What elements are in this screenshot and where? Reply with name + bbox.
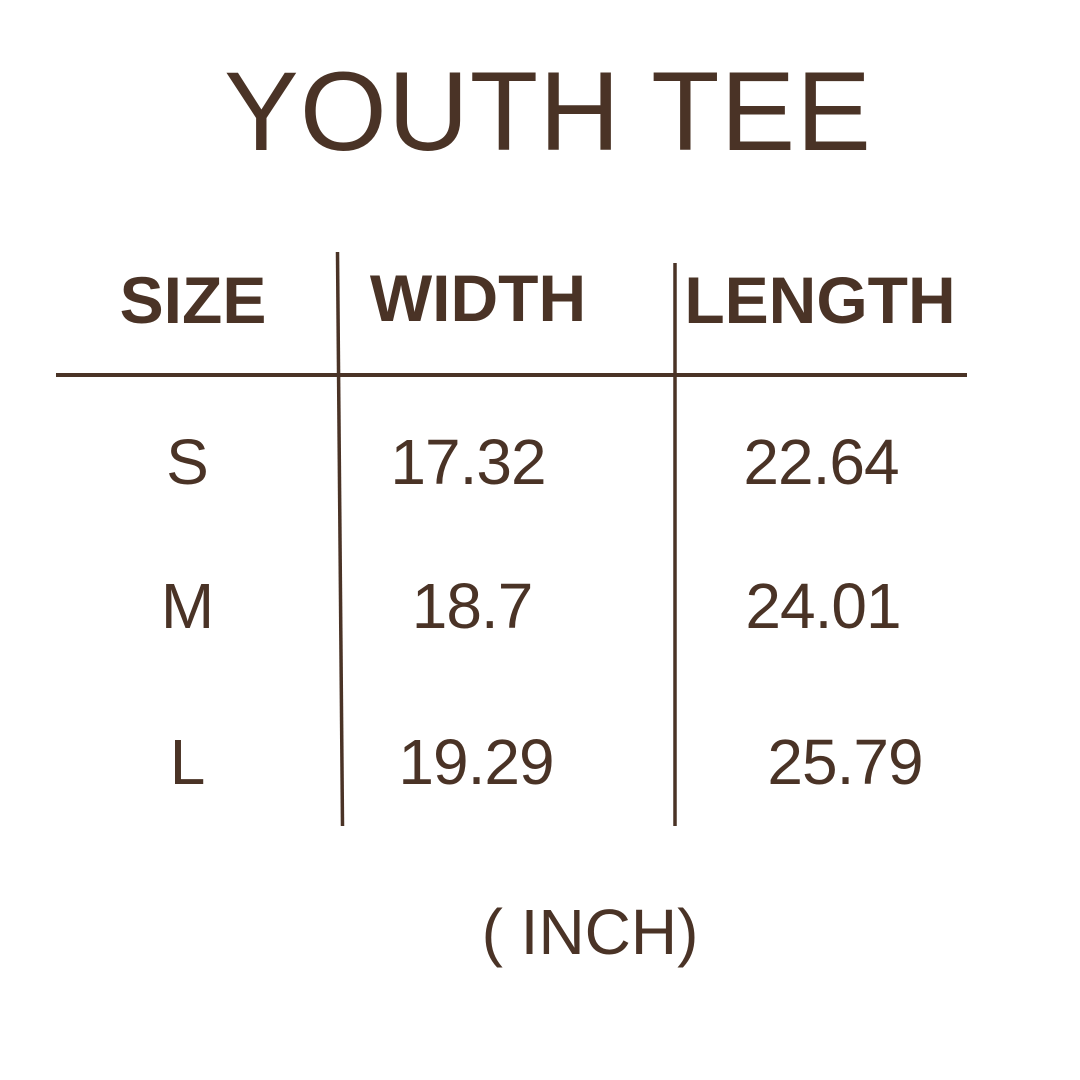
chart-title: YOUTH TEE [224, 49, 872, 174]
cell-size: M [160, 570, 214, 642]
cell-length: 22.64 [743, 426, 899, 498]
cell-length: 25.79 [767, 726, 923, 798]
header-length: LENGTH [684, 263, 956, 337]
cell-size: L [169, 726, 206, 798]
cell-size: S [166, 426, 209, 498]
cell-width: 19.29 [398, 726, 554, 798]
header-width: WIDTH [369, 261, 587, 335]
cell-width: 18.7 [411, 570, 534, 642]
unit-label: ( INCH) [481, 896, 699, 968]
column-divider-1 [335, 251, 345, 827]
cell-width: 17.32 [390, 426, 546, 498]
cell-length: 24.01 [745, 570, 901, 642]
header-size: SIZE [119, 263, 267, 337]
